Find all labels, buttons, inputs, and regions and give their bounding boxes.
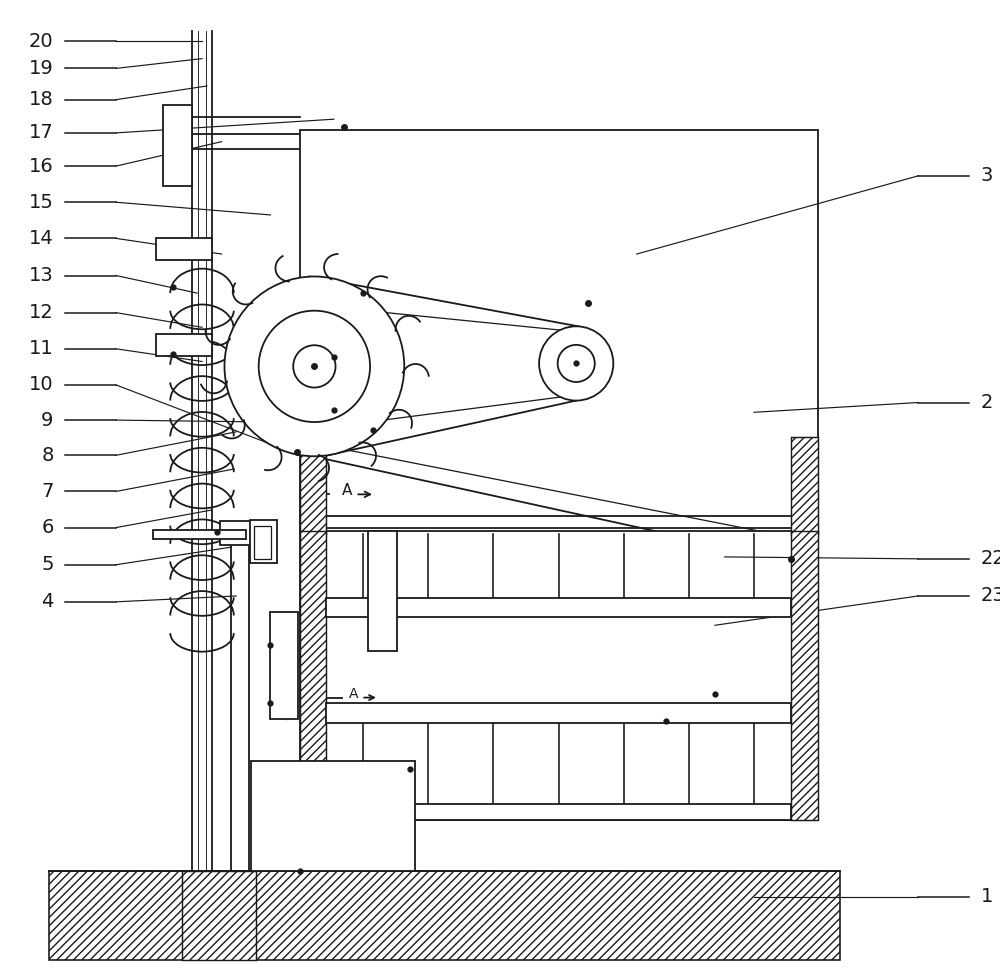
Text: 22: 22 [981,549,1000,569]
Text: A: A [349,687,358,701]
Circle shape [539,326,613,401]
Bar [791,437,818,534]
Text: 17: 17 [29,123,54,143]
Text: 19: 19 [29,59,54,78]
Circle shape [558,345,595,382]
Text: 2: 2 [981,393,993,412]
Text: 13: 13 [29,266,54,285]
Bar [300,130,818,534]
Bar [368,531,397,651]
Text: 18: 18 [29,90,54,109]
Bar [156,238,212,260]
Bar [300,437,326,534]
Text: 16: 16 [29,156,54,176]
Circle shape [293,345,336,388]
Circle shape [259,311,370,422]
Bar [326,703,791,723]
Bar [254,526,271,559]
Bar [49,871,840,960]
Bar [300,531,326,820]
Circle shape [224,276,404,456]
Text: 12: 12 [29,303,54,322]
Text: 1: 1 [981,887,993,907]
Text: 9: 9 [41,410,54,430]
Text: 6: 6 [41,518,54,537]
Bar [326,598,791,617]
Bar [791,531,818,820]
Text: 20: 20 [29,31,54,51]
Text: 15: 15 [29,192,54,212]
Text: 23: 23 [981,586,1000,606]
Text: 4: 4 [41,592,54,612]
Bar [251,761,415,871]
Bar [220,521,259,545]
Bar [270,612,298,719]
Bar [156,334,212,356]
Text: 11: 11 [29,339,54,359]
Bar [300,531,818,820]
Bar [250,520,277,563]
Text: 5: 5 [41,555,54,574]
Text: 7: 7 [41,482,54,501]
Text: A: A [341,483,352,498]
Text: 3: 3 [981,166,993,186]
Bar [182,871,256,960]
Text: 8: 8 [41,446,54,465]
Text: 10: 10 [29,375,54,395]
Bar [153,530,246,539]
Text: 14: 14 [29,229,54,248]
Bar [326,804,791,820]
Bar [163,105,192,186]
